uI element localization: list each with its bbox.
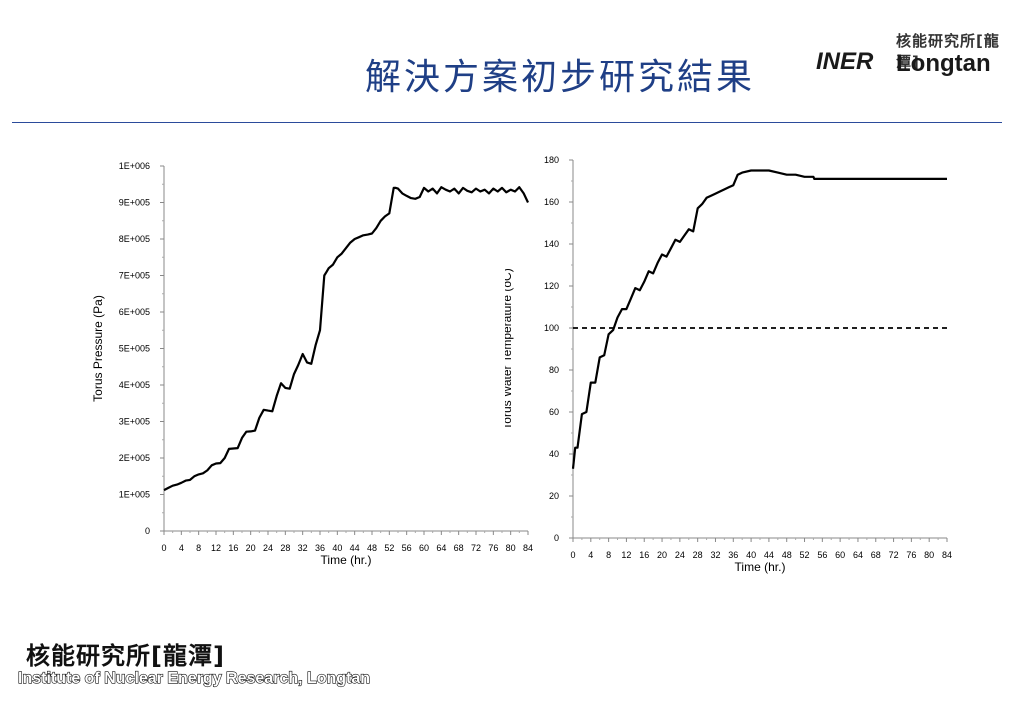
y-tick-label: 20 — [549, 491, 559, 501]
iner-logo-top: 核能研究所[龍潭] INER Longtan — [816, 30, 1021, 80]
y-tick-label: 100 — [544, 323, 559, 333]
y-tick-label: 40 — [549, 449, 559, 459]
logo-iner-wordmark: INER — [816, 48, 874, 75]
x-tick-label: 80 — [924, 550, 934, 560]
x-tick-label: 16 — [639, 550, 649, 560]
x-tick-label: 44 — [350, 543, 360, 553]
footer-english-name: Institute of Nuclear Energy Research, Lo… — [17, 669, 371, 687]
x-tick-label: 4 — [179, 543, 184, 553]
footer-chinese-name: 核能研究所[龍潭] — [26, 642, 225, 670]
x-tick-label: 16 — [228, 543, 238, 553]
x-tick-label: 44 — [764, 550, 774, 560]
x-tick-label: 80 — [506, 543, 516, 553]
y-tick-label: 8E+005 — [119, 234, 150, 244]
y-tick-label: 180 — [544, 155, 559, 165]
x-tick-label: 0 — [570, 550, 575, 560]
y-tick-label: 3E+005 — [119, 417, 150, 427]
y-tick-label: 60 — [549, 407, 559, 417]
x-tick-label: 40 — [332, 543, 342, 553]
y-tick-label: 9E+005 — [119, 198, 150, 208]
x-tick-label: 52 — [800, 550, 810, 560]
x-tick-label: 24 — [263, 543, 273, 553]
x-tick-label: 32 — [298, 543, 308, 553]
x-tick-label: 36 — [315, 543, 325, 553]
x-tick-label: 60 — [835, 550, 845, 560]
iner-logo-bottom: 核能研究所[龍潭] Institute of Nuclear Energy Re… — [17, 634, 418, 694]
x-tick-label: 20 — [657, 550, 667, 560]
x-axis-label: Time (hr.) — [735, 560, 786, 574]
x-tick-label: 48 — [782, 550, 792, 560]
title-divider — [12, 122, 1002, 123]
x-tick-label: 12 — [621, 550, 631, 560]
x-tick-label: 72 — [889, 550, 899, 560]
x-tick-label: 8 — [606, 550, 611, 560]
x-tick-label: 52 — [384, 543, 394, 553]
y-tick-label: 120 — [544, 281, 559, 291]
x-tick-label: 12 — [211, 543, 221, 553]
x-tick-label: 40 — [746, 550, 756, 560]
logo-longtan-text: Longtan — [896, 50, 991, 77]
y-tick-label: 6E+005 — [119, 307, 150, 317]
x-tick-label: 56 — [402, 543, 412, 553]
x-tick-label: 4 — [588, 550, 593, 560]
x-tick-label: 76 — [906, 550, 916, 560]
x-tick-label: 84 — [523, 543, 533, 553]
series-line-0 — [571, 169, 947, 469]
y-tick-label: 0 — [554, 533, 559, 543]
y-tick-label: 7E+005 — [119, 271, 150, 281]
x-tick-label: 0 — [161, 543, 166, 553]
x-tick-label: 68 — [871, 550, 881, 560]
logo-chinese-name: 核能研究所[龍潭] — [896, 32, 1000, 71]
x-tick-label: 32 — [710, 550, 720, 560]
y-tick-label: 2E+005 — [119, 453, 150, 463]
x-tick-label: 28 — [693, 550, 703, 560]
x-tick-label: 64 — [436, 543, 446, 553]
slide-title: 解決方案初步研究結果 — [364, 57, 755, 98]
y-axis-label: Torus Water Temperature (oC) — [505, 268, 514, 429]
x-tick-label: 60 — [419, 543, 429, 553]
y-axis-label: Torus Pressure (Pa) — [91, 295, 105, 402]
x-tick-label: 48 — [367, 543, 377, 553]
y-tick-label: 4E+005 — [119, 380, 150, 390]
x-tick-label: 28 — [280, 543, 290, 553]
x-tick-label: 72 — [471, 543, 481, 553]
y-tick-label: 1E+005 — [119, 490, 150, 500]
y-tick-label: 5E+005 — [119, 344, 150, 354]
y-tick-label: 80 — [549, 365, 559, 375]
torus-pressure-chart: 0 1E+005 2E+005 3E+005 4E+005 5E+005 6E+005 7E+… — [91, 161, 533, 567]
x-tick-label: 56 — [817, 550, 827, 560]
y-tick-label: 160 — [544, 197, 559, 207]
x-tick-label: 68 — [454, 543, 464, 553]
y-tick-label: 140 — [544, 239, 559, 249]
x-axis-label: Time (hr.) — [321, 553, 372, 567]
x-tick-label: 76 — [488, 543, 498, 553]
x-tick-label: 20 — [246, 543, 256, 553]
x-tick-label: 84 — [942, 550, 952, 560]
x-tick-label: 24 — [675, 550, 685, 560]
y-tick-label: 0 — [145, 526, 150, 536]
x-tick-label: 8 — [196, 543, 201, 553]
x-tick-label: 64 — [853, 550, 863, 560]
series-line-0 — [163, 186, 529, 492]
y-tick-label: 1E+006 — [119, 161, 150, 171]
x-tick-label: 36 — [728, 550, 738, 560]
